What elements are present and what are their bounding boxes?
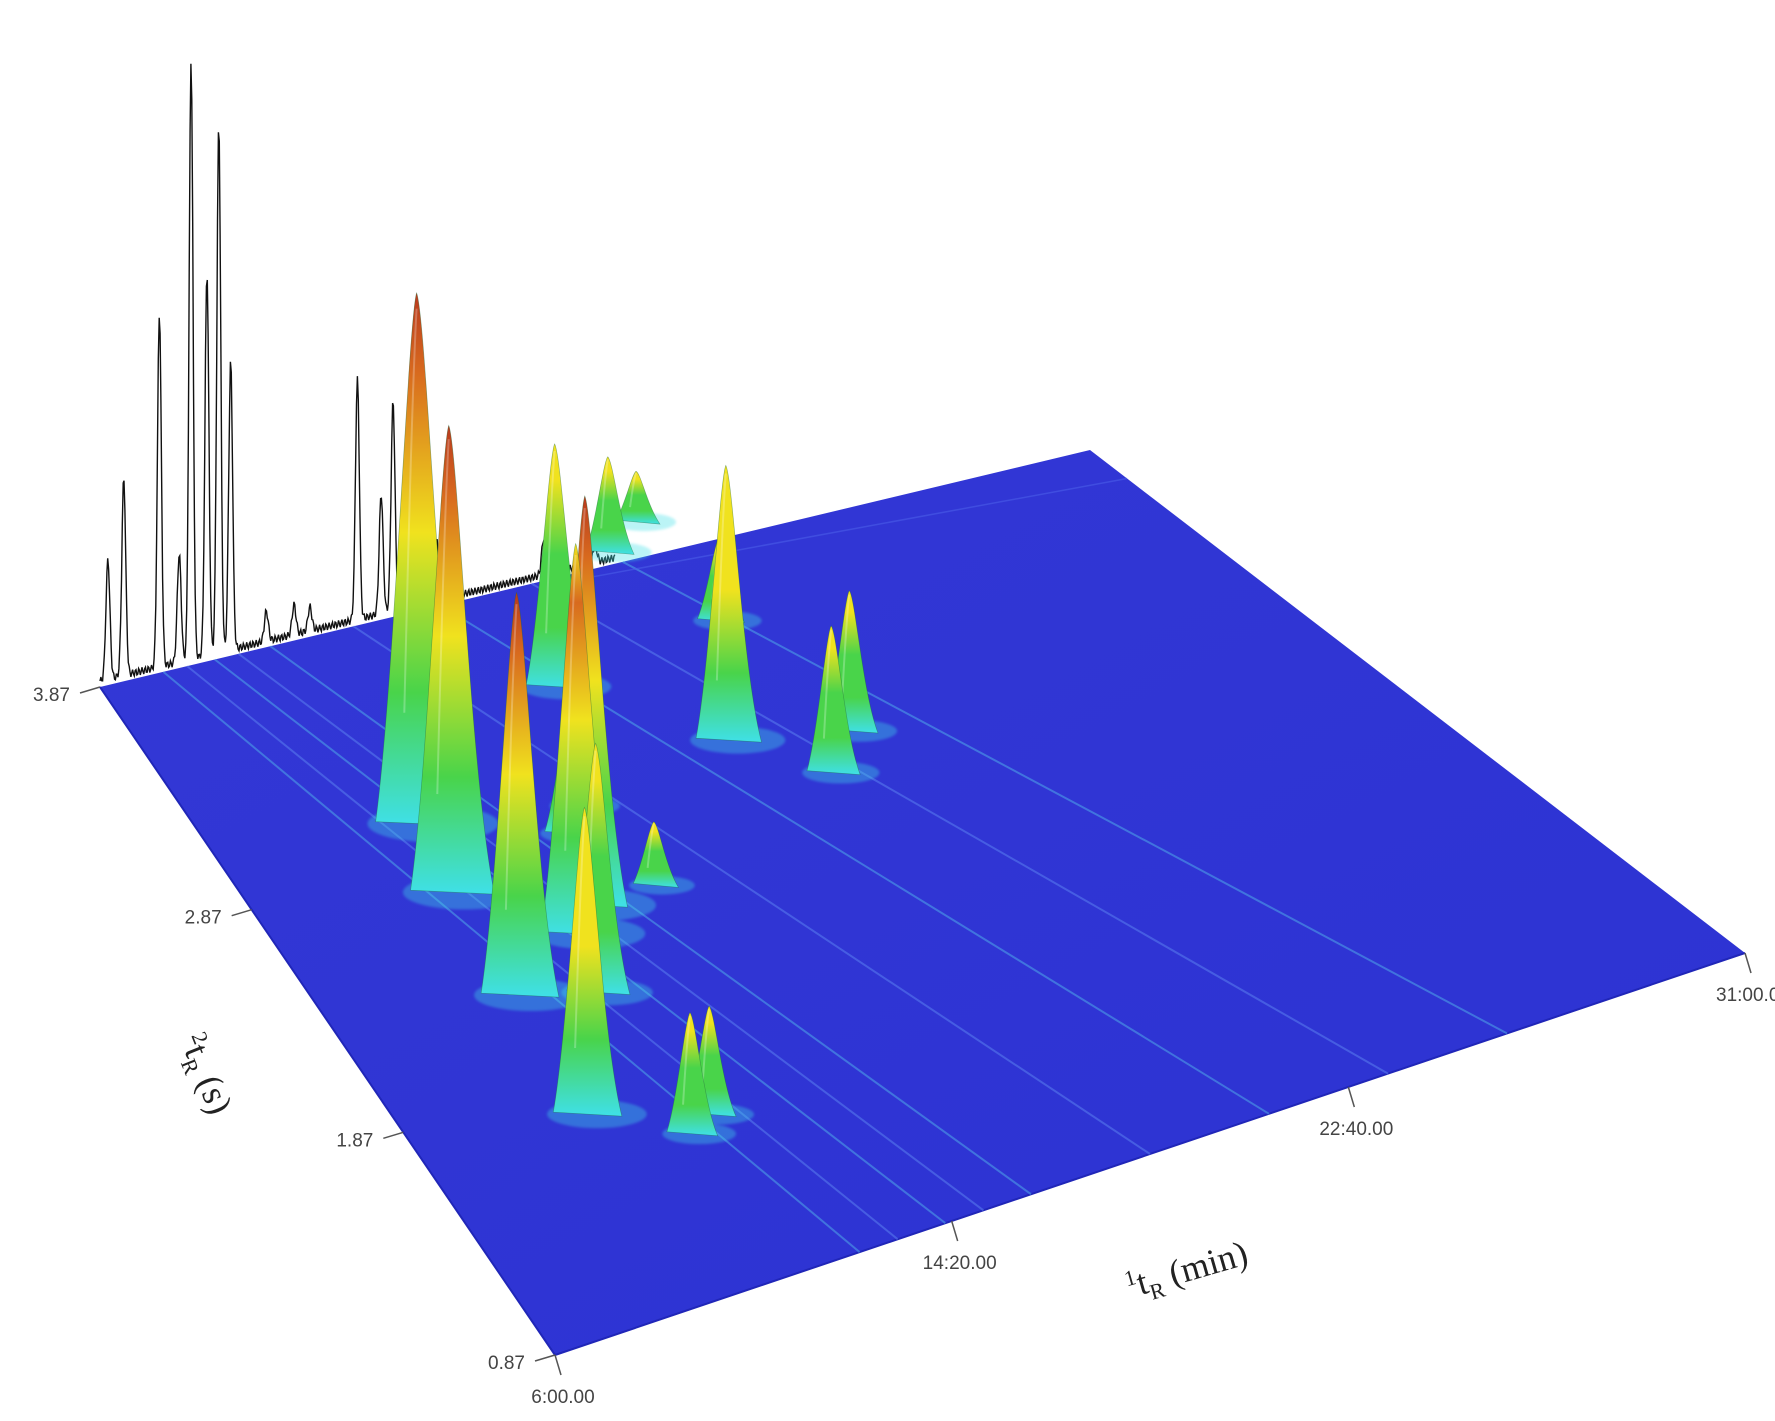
y-tick-label: 0.87 xyxy=(488,1353,525,1374)
y-tick-label: 1.87 xyxy=(336,1130,373,1151)
y-axis-label: 2tR (s) xyxy=(168,1028,241,1122)
surface-peak xyxy=(632,821,679,888)
x-tick-mark xyxy=(950,1220,959,1242)
y-tick-label: 3.87 xyxy=(33,685,70,706)
surface-peak xyxy=(615,470,661,525)
x-tick-label: 22:40.00 xyxy=(1319,1119,1393,1140)
elution-streak xyxy=(531,582,1389,1075)
surface-floor xyxy=(99,450,1746,1357)
elution-streak xyxy=(539,477,1128,588)
peak-highlight xyxy=(574,816,586,1049)
peak-highlight xyxy=(822,629,833,739)
surface-peak xyxy=(480,591,560,998)
y-tick-mark xyxy=(534,1354,556,1362)
y-axis-ticks: 0.87 1.87 2.87 3.87 xyxy=(33,685,556,1374)
surface-peak xyxy=(695,464,762,743)
y-tick-mark xyxy=(79,686,101,694)
y-tick-label: 2.87 xyxy=(185,908,222,929)
peak-highlight xyxy=(715,473,727,681)
surface-peak xyxy=(410,424,495,895)
floor-plane xyxy=(100,450,1745,1355)
peak-highlight xyxy=(436,439,450,795)
peak-highlight xyxy=(545,450,556,634)
peak-highlight xyxy=(701,1009,711,1089)
surface-peak xyxy=(552,806,623,1117)
surface-peak xyxy=(585,456,635,555)
peak-highlight xyxy=(646,823,655,868)
projection-trace-line xyxy=(99,63,616,682)
x-tick-mark xyxy=(1744,952,1752,974)
peak-highlight xyxy=(600,459,609,529)
peak-highlight xyxy=(504,604,518,910)
peak-highlight xyxy=(682,1015,691,1105)
peak-highlight xyxy=(629,472,637,508)
peak-highlight xyxy=(403,308,418,713)
x-tick-label: 14:20.00 xyxy=(923,1253,997,1274)
peak-highlight xyxy=(564,555,577,851)
surface-peak xyxy=(806,625,861,776)
x-tick-mark xyxy=(1347,1086,1356,1108)
surface-peaks xyxy=(367,291,898,1145)
x-tick-label: 31:00.00 xyxy=(1716,985,1775,1006)
projection-trace xyxy=(99,63,616,682)
x-axis-label: 1tR (min) xyxy=(1121,1233,1253,1311)
x-axis-ticks: 6:00.00 14:20.00 22:40.00 31:00.00 xyxy=(531,952,1775,1408)
elution-streak xyxy=(352,625,1151,1155)
peak-highlight xyxy=(841,594,851,699)
surface-peak xyxy=(666,1012,719,1137)
x-tick-mark xyxy=(554,1354,562,1376)
y-tick-mark xyxy=(231,908,252,917)
y-tick-mark xyxy=(383,1131,404,1140)
x-tick-label: 6:00.00 xyxy=(531,1387,594,1408)
elution-streak xyxy=(622,560,1508,1035)
